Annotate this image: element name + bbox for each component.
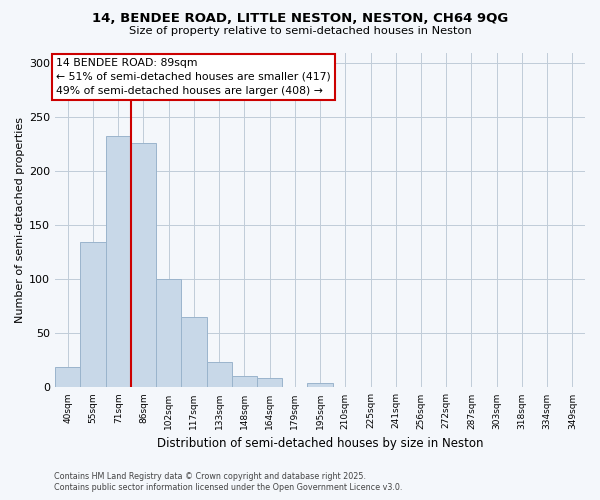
Bar bbox=[181, 317, 206, 388]
Bar bbox=[257, 378, 282, 388]
Bar bbox=[232, 376, 257, 388]
Bar bbox=[80, 242, 106, 388]
Bar bbox=[131, 144, 156, 388]
X-axis label: Distribution of semi-detached houses by size in Neston: Distribution of semi-detached houses by … bbox=[157, 437, 484, 450]
Text: Contains public sector information licensed under the Open Government Licence v3: Contains public sector information licen… bbox=[54, 484, 403, 492]
Text: 14, BENDEE ROAD, LITTLE NESTON, NESTON, CH64 9QG: 14, BENDEE ROAD, LITTLE NESTON, NESTON, … bbox=[92, 12, 508, 26]
Bar bbox=[106, 136, 131, 388]
Text: 14 BENDEE ROAD: 89sqm
← 51% of semi-detached houses are smaller (417)
49% of sem: 14 BENDEE ROAD: 89sqm ← 51% of semi-deta… bbox=[56, 58, 331, 96]
Y-axis label: Number of semi-detached properties: Number of semi-detached properties bbox=[15, 117, 25, 323]
Text: Size of property relative to semi-detached houses in Neston: Size of property relative to semi-detach… bbox=[128, 26, 472, 36]
Bar bbox=[55, 367, 80, 388]
Text: Contains HM Land Registry data © Crown copyright and database right 2025.: Contains HM Land Registry data © Crown c… bbox=[54, 472, 366, 481]
Bar bbox=[307, 383, 332, 388]
Bar bbox=[156, 280, 181, 388]
Bar bbox=[206, 362, 232, 388]
